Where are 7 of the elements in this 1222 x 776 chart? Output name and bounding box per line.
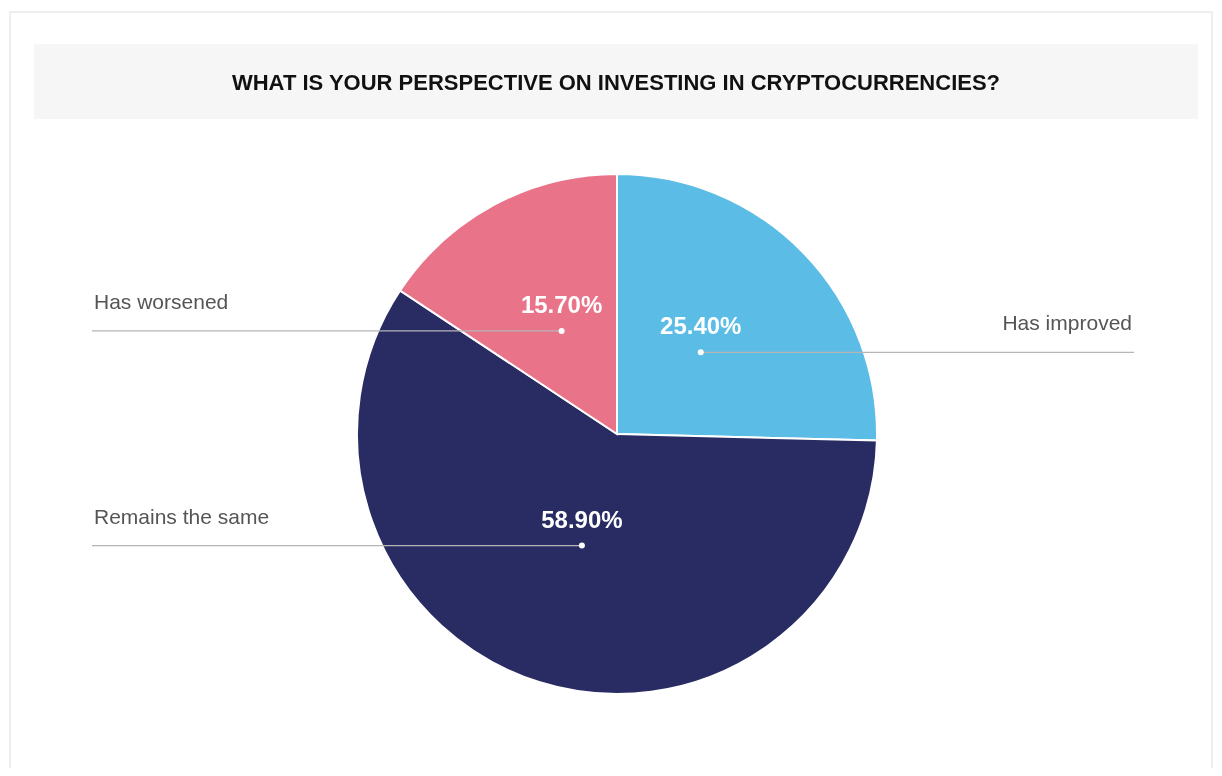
slice-label: Remains the same [94, 504, 270, 528]
data-label: 25.40% [660, 312, 742, 340]
chart-title: WHAT IS YOUR PERSPECTIVE ON INVESTING IN CRYPTOCURRENCIES? [231, 70, 1001, 95]
slice-label: Has improved [1002, 311, 1132, 335]
data-label: 15.70% [520, 290, 603, 318]
data-label: 58.90% [541, 505, 623, 533]
slice-label: Has worsened [94, 289, 229, 313]
